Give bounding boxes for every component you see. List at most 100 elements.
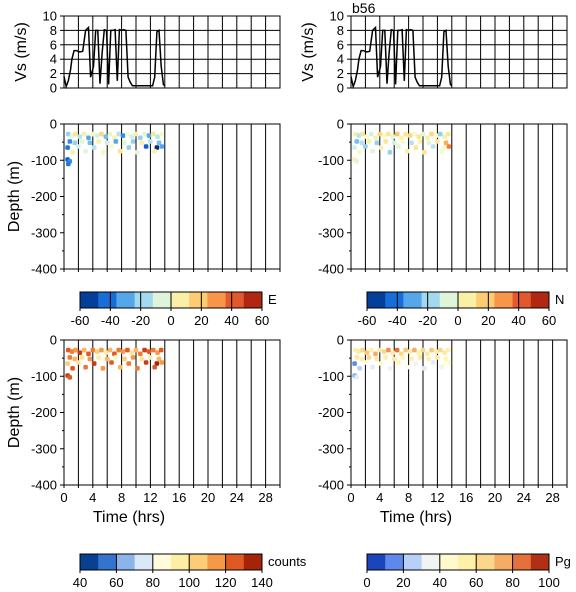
data-point <box>154 361 160 366</box>
colorbar-segment <box>152 554 172 570</box>
data-point <box>374 356 380 362</box>
colorbar-tick-label: 80 <box>505 575 519 590</box>
data-point <box>409 140 414 146</box>
data-point <box>442 134 447 139</box>
data-point <box>399 351 404 357</box>
data-point <box>155 134 160 139</box>
data-point <box>152 364 157 370</box>
y-tick-label: 4 <box>50 52 57 67</box>
data-point <box>66 161 71 167</box>
y-tick-label: 8 <box>50 23 57 38</box>
data-point <box>67 139 73 144</box>
data-point <box>439 148 444 154</box>
x-tick-label: 8 <box>405 490 412 505</box>
colorbar-segment <box>189 554 208 570</box>
data-point <box>417 355 423 360</box>
y-tick-label: -300 <box>31 225 57 240</box>
colorbar-segment <box>134 554 154 570</box>
x-tick-label: 4 <box>376 490 383 505</box>
data-point <box>407 133 413 138</box>
plot-frame <box>63 339 281 486</box>
y-tick-label: 0 <box>50 81 57 96</box>
colorbar-tick-label: 60 <box>255 313 269 328</box>
colorbar-segment <box>367 554 386 570</box>
data-point <box>142 131 147 137</box>
y-tick-label: -200 <box>31 189 57 204</box>
colorbar-tick-label: -40 <box>388 313 407 328</box>
data-point <box>387 366 393 371</box>
data-point <box>146 349 152 354</box>
data-point <box>426 356 432 362</box>
data-point <box>383 355 388 360</box>
data-point <box>156 140 162 146</box>
y-tick-label: -300 <box>31 441 57 456</box>
data-point <box>91 361 97 366</box>
data-point <box>366 355 372 360</box>
data-point <box>152 148 157 154</box>
y-tick-label: -400 <box>318 478 344 493</box>
colorbar-segment <box>152 292 172 308</box>
data-point <box>113 355 119 360</box>
data-point <box>354 355 360 360</box>
y-tick-label: -400 <box>318 262 344 277</box>
x-tick-label: 16 <box>172 490 186 505</box>
colorbar-segment <box>530 554 550 570</box>
data-point <box>112 135 117 141</box>
y-tick-label: 0 <box>337 117 344 132</box>
data-point <box>420 347 426 353</box>
data-point <box>391 140 397 146</box>
data-point <box>120 349 126 354</box>
data-point <box>352 145 357 150</box>
data-point <box>96 139 101 144</box>
data-point <box>412 131 417 137</box>
data-point <box>438 131 443 137</box>
data-point <box>99 347 104 353</box>
E-panel: 0 -100 -200 -300 -400 Depth (m) <box>6 117 281 277</box>
data-point <box>148 139 153 144</box>
y-tick-label: -100 <box>318 369 344 384</box>
x-tick-label: 24 <box>230 490 244 505</box>
x-tick-label: 0 <box>347 490 354 505</box>
y-tick-label: -300 <box>318 225 344 240</box>
data-point <box>125 347 130 353</box>
data-point <box>442 350 447 355</box>
vs-series-line <box>63 25 166 90</box>
x-tick-label: 20 <box>488 490 502 505</box>
data-point <box>390 134 396 139</box>
data-point <box>94 133 100 138</box>
data-point <box>381 133 387 138</box>
colorbar-segment <box>116 554 135 570</box>
data-point <box>135 366 140 371</box>
colorbar-tick-label: 0 <box>167 313 174 328</box>
colorbar-tick-label: -40 <box>101 313 120 328</box>
colorbar-segment <box>494 292 513 308</box>
colorbar-segment <box>225 292 245 308</box>
x-tick-label: 8 <box>118 490 125 505</box>
data-point <box>377 131 383 137</box>
data-point <box>143 360 149 365</box>
colorbar-segment <box>134 292 154 308</box>
data-point <box>425 135 430 141</box>
data-point <box>73 347 78 353</box>
data-point <box>426 140 432 146</box>
data-point <box>148 355 153 360</box>
data-point <box>90 347 96 353</box>
colorbar-tick-label: 20 <box>481 313 495 328</box>
data-point <box>396 360 401 365</box>
plot-frame <box>350 15 568 89</box>
data-point <box>403 347 408 353</box>
colorbar-segment <box>225 554 245 570</box>
data-point <box>81 347 87 353</box>
y-tick-label: -400 <box>31 262 57 277</box>
y-tick-label: -200 <box>31 405 57 420</box>
colorbar-segment <box>116 292 135 308</box>
data-point <box>443 140 449 146</box>
data-point <box>66 131 71 137</box>
data-point <box>413 361 419 366</box>
plot-frame <box>350 123 568 270</box>
colorbar-segment <box>98 292 117 308</box>
colorbar-segment <box>243 292 263 308</box>
data-point <box>404 148 410 154</box>
data-point <box>158 347 164 353</box>
colorbar-tick-label: -20 <box>131 313 150 328</box>
